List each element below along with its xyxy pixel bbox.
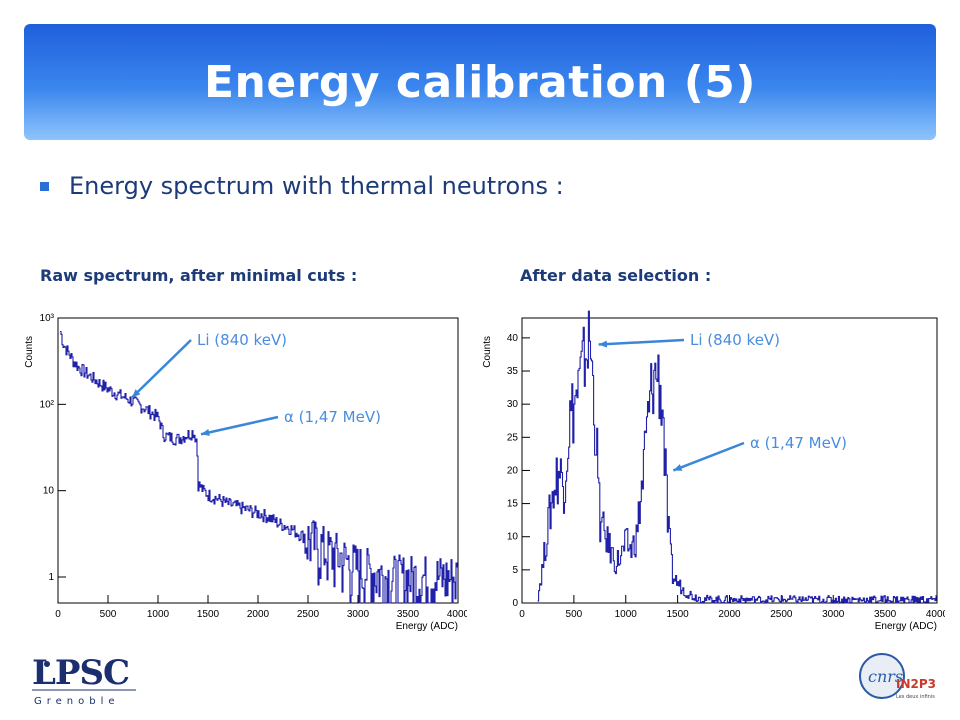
y-tick-label: 10² [40,399,55,410]
annotation-li-label: Li (840 keV) [690,331,780,349]
bullet-text: Energy spectrum with thermal neutrons : [69,172,564,200]
x-tick-label: 3000 [347,609,370,620]
y-tick-label: 10³ [40,313,55,324]
svg-text:Grenoble: Grenoble [34,696,120,707]
x-tick-label: 1500 [197,609,220,620]
y-axis-title: Counts [482,336,493,368]
arrow-head-icon [598,340,608,348]
caption-right: After data selection : [520,266,712,285]
annotation-alpha-label: α (1,47 MeV) [750,434,847,452]
y-tick-label: 10 [43,486,55,497]
x-tick-label: 4000 [926,609,945,620]
raw-spectrum-chart: 0 500 1000 1500 2000 2500 3000 3500 4000 1 10 10² 10… [24,313,467,632]
x-tick-label: 1500 [667,609,690,620]
square-bullet-icon [40,181,49,191]
y-tick-label: 15 [507,499,519,510]
y-tick-label: 20 [507,465,519,476]
in2p3-logo: cnrs IN2P3 Les deux infinis [859,653,936,700]
arrow-head-icon [132,389,141,398]
y-tick-label: 35 [507,366,519,377]
title-bar: Energy calibration (5) [24,24,936,140]
spectrum-series-line [537,310,937,604]
annotation-li-label: Li (840 keV) [197,331,287,349]
y-tick-label: 10 [507,532,519,543]
caption-left: Raw spectrum, after minimal cuts : [40,266,358,285]
svg-text:cnrs: cnrs [868,667,903,686]
x-tick-label: 2000 [718,609,741,620]
arrow-head-icon [673,464,683,471]
annotation-arrow [598,338,685,346]
spectrum-series-line [60,330,458,604]
y-tick-label: 40 [507,333,519,344]
x-tick-label: 0 [55,609,61,620]
y-tick-label: 25 [507,432,519,443]
annotation-arrow [672,441,745,472]
x-tick-label: 500 [100,609,117,620]
x-tick-label: 0 [519,609,525,620]
x-tick-label: 2000 [247,609,270,620]
svg-text:Les deux infinis: Les deux infinis [896,694,935,700]
y-tick-label: 1 [48,572,54,583]
annotation-alpha-label: α (1,47 MeV) [284,408,381,426]
x-tick-label: 1000 [147,609,170,620]
x-tick-label: 3500 [874,609,897,620]
arrow-head-icon [201,429,210,436]
x-tick-label: 3500 [397,609,420,620]
y-tick-label: 5 [512,565,518,576]
lpsc-logo: LPSC Grenoble [32,653,136,707]
x-tick-label: 3000 [822,609,845,620]
x-tick-label: 500 [566,609,583,620]
y-axis-title: Counts [24,336,35,368]
x-axis-title: Energy (ADC) [396,621,458,632]
slide-title: Energy calibration (5) [203,56,757,108]
bullet-item: Energy spectrum with thermal neutrons : [40,172,564,200]
annotation-arrow [200,415,279,436]
x-tick-label: 2500 [297,609,320,620]
x-axis-title: Energy (ADC) [875,621,937,632]
x-tick-label: 4000 [447,609,467,620]
y-tick-label: 30 [507,399,519,410]
x-tick-label: 1000 [615,609,638,620]
annotation-arrow [131,339,192,399]
x-tick-label: 2500 [770,609,793,620]
y-tick-label: 0 [512,598,518,609]
svg-text:LPSC: LPSC [32,653,129,693]
svg-text:IN2P3: IN2P3 [896,677,936,691]
selected-spectrum-chart: 0 500 1000 1500 2000 2500 3000 3500 4000 0 5 10 15 20… [482,310,945,632]
